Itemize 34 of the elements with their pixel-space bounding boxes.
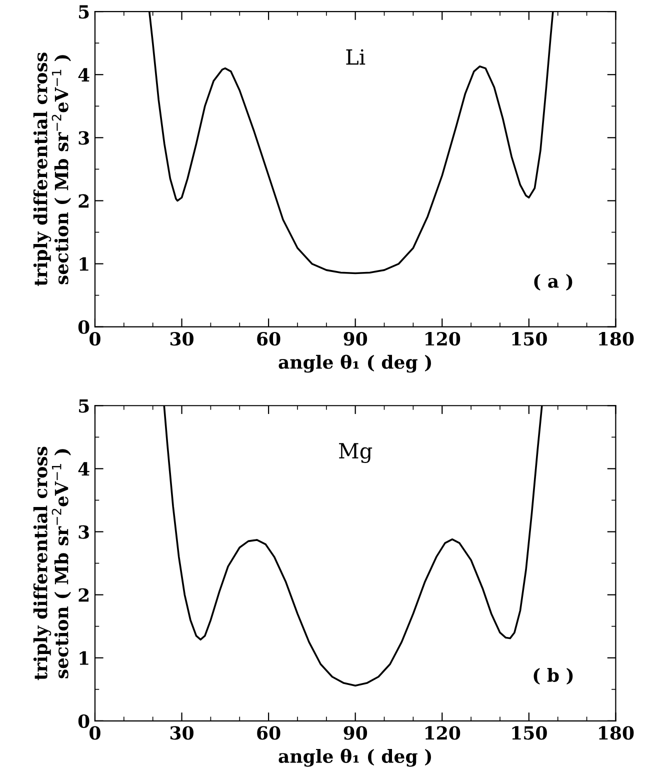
y-tick-label: 5 [79, 5, 89, 19]
x-tick-label: 30 [170, 726, 194, 740]
y-tick-label: 5 [79, 399, 89, 413]
annotation: Li [346, 49, 366, 65]
y-axis-title: triply differential cross section ( Mb sr$^{−2}$eV$^{−1}$ ) [33, 52, 71, 286]
y-axis-title: triply differential cross section ( Mb sr$^{−2}$eV$^{−1}$ ) [33, 446, 71, 680]
x-tick-label: 150 [512, 726, 547, 740]
y-tick-label: 2 [78, 194, 88, 208]
x-tick-label: 60 [257, 726, 280, 740]
x-axis-title: angle θ₁ ( deg ) [278, 748, 431, 767]
x-tick-label: 150 [512, 332, 547, 346]
annotation: ( b ) [534, 668, 573, 685]
x-tick-label: 60 [257, 332, 280, 346]
y-tick-label: 4 [78, 68, 90, 82]
x-tick-label: 90 [344, 726, 368, 740]
x-tick-label: 0 [90, 332, 100, 346]
x-tick-label: 120 [425, 726, 460, 740]
y-tick-label: 4 [78, 462, 90, 476]
y-tick-label: 0 [78, 714, 90, 728]
x-axis-title: angle θ₁ ( deg ) [278, 354, 431, 373]
y-tick-label: 3 [78, 131, 89, 145]
x-tick-label: 30 [170, 332, 194, 346]
x-tick-label: 180 [599, 726, 634, 740]
x-tick-label: 120 [425, 332, 460, 346]
annotation: Mg [339, 443, 372, 463]
y-tick-label: 2 [78, 588, 88, 602]
x-tick-label: 180 [599, 332, 634, 346]
y-tick-label: 0 [78, 320, 90, 334]
y-tick-label: 1 [80, 651, 88, 665]
annotation: ( a ) [534, 274, 572, 290]
x-tick-label: 0 [90, 726, 100, 740]
x-tick-label: 90 [344, 332, 368, 346]
y-tick-label: 3 [78, 525, 89, 539]
y-tick-label: 1 [80, 257, 88, 271]
